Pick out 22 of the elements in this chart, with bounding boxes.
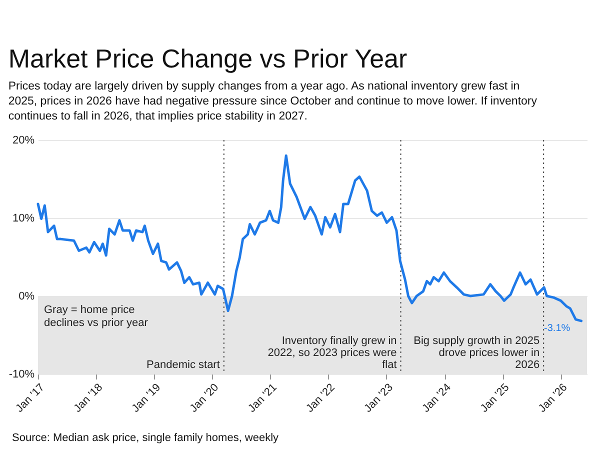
x-tick-label: Jan '19: [130, 382, 164, 415]
y-tick-label: 10%: [12, 212, 35, 224]
x-tick-label: Jan '17: [14, 382, 47, 415]
chart-title: Market Price Change vs Prior Year: [8, 44, 408, 74]
band-label: Gray = home price declines vs prior year: [44, 304, 148, 329]
y-tick-label: 20%: [12, 134, 35, 146]
annotation: -3.1%: [544, 323, 570, 334]
source-note: Source: Median ask price, single family homes, weekly: [12, 432, 280, 444]
x-tick-label: Jan '21: [246, 382, 280, 415]
x-tick-label: Jan '26: [536, 382, 570, 415]
y-tick-label: 0%: [18, 290, 35, 302]
ref-line-label: Pandemic start: [146, 359, 220, 371]
y-tick-label: -10%: [8, 368, 35, 380]
ref-line-label: Big supply growth in 2025 drove prices lower in 2026: [414, 335, 540, 371]
x-tick-label: Jan '20: [188, 382, 222, 415]
x-tick-label: Jan '24: [420, 382, 454, 415]
x-tick-label: Jan '18: [72, 382, 106, 415]
x-tick-label: Jan '22: [304, 382, 338, 415]
x-tick-label: Jan '23: [362, 382, 396, 415]
x-tick-label: Jan '25: [478, 382, 512, 415]
chart-subtitle: Prices today are largely driven by supply changes from a year ago. As national inventory grew fast in 2025, prices in 2026 have had negative pressure since October and continue to move lower. If inventory continues to fall in 2026, that implies price stability in 2027.: [8, 80, 538, 122]
ref-line-label: Inventory finally grew in 2022, so 2023 prices were flat: [268, 335, 397, 371]
